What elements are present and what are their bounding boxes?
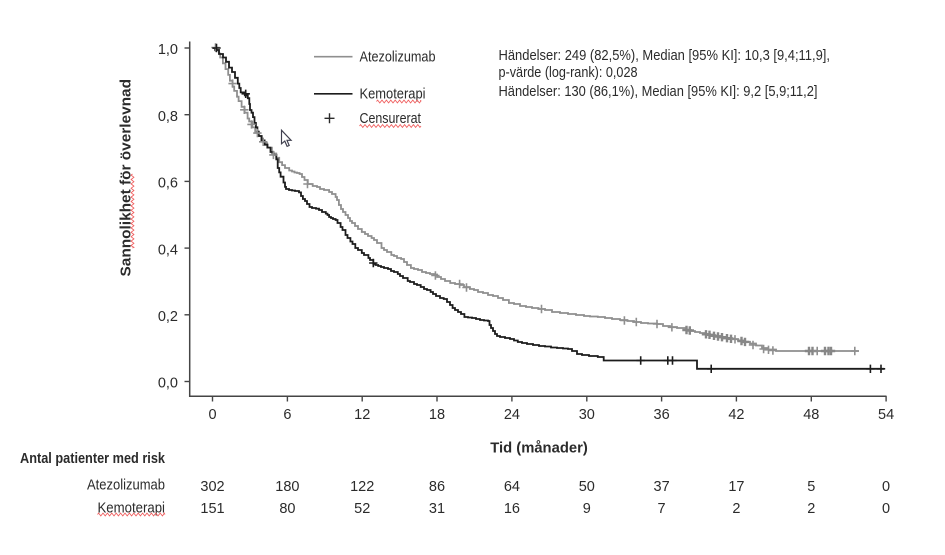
svg-text:52: 52	[354, 501, 370, 517]
svg-text:0,8: 0,8	[158, 109, 178, 125]
svg-text:0,4: 0,4	[158, 242, 178, 258]
svg-text:Sannolikhet för överlevnad: Sannolikhet för överlevnad	[118, 79, 135, 277]
svg-text:302: 302	[200, 479, 224, 495]
svg-text:0: 0	[208, 407, 216, 423]
svg-text:0,0: 0,0	[158, 376, 178, 392]
svg-text:180: 180	[275, 479, 299, 495]
svg-text:7: 7	[658, 501, 666, 517]
svg-text:Händelser: 249 (82,5%), Median: Händelser: 249 (82,5%), Median [95% KI]:…	[499, 48, 831, 64]
svg-text:9: 9	[583, 501, 591, 517]
svg-text:31: 31	[429, 501, 445, 517]
svg-text:37: 37	[654, 479, 670, 495]
svg-text:86: 86	[429, 479, 445, 495]
svg-text:0: 0	[882, 479, 890, 495]
svg-text:2: 2	[732, 501, 740, 517]
svg-text:6: 6	[283, 407, 291, 423]
svg-text:50: 50	[579, 479, 595, 495]
svg-text:0,2: 0,2	[158, 309, 178, 325]
svg-text:48: 48	[803, 407, 819, 423]
svg-text:Censurerat: Censurerat	[360, 110, 422, 127]
svg-text:24: 24	[504, 407, 520, 423]
svg-text:Händelser: 130 (86,1%), Median: Händelser: 130 (86,1%), Median [95% KI]:…	[499, 84, 818, 100]
svg-text:Kemoterapi: Kemoterapi	[360, 86, 426, 103]
svg-text:Antal patienter med risk: Antal patienter med risk	[20, 450, 166, 467]
svg-text:18: 18	[429, 407, 445, 423]
svg-text:16: 16	[504, 501, 520, 517]
svg-text:Tid (månader): Tid (månader)	[490, 440, 588, 457]
svg-text:80: 80	[279, 501, 295, 517]
svg-text:0,6: 0,6	[158, 176, 178, 192]
svg-text:Kemoterapi: Kemoterapi	[98, 500, 166, 517]
svg-text:54: 54	[878, 407, 894, 423]
svg-text:p-värde (log-rank): 0,028: p-värde (log-rank): 0,028	[499, 65, 638, 81]
svg-text:36: 36	[654, 407, 670, 423]
svg-text:5: 5	[807, 479, 815, 495]
svg-text:17: 17	[728, 479, 744, 495]
svg-text:0: 0	[882, 501, 890, 517]
svg-text:42: 42	[728, 407, 744, 423]
svg-text:Atezolizumab: Atezolizumab	[360, 49, 436, 66]
svg-text:122: 122	[350, 479, 374, 495]
svg-text:Atezolizumab: Atezolizumab	[87, 476, 165, 493]
svg-text:64: 64	[504, 479, 520, 495]
svg-text:12: 12	[354, 407, 370, 423]
svg-text:30: 30	[579, 407, 595, 423]
svg-text:2: 2	[807, 501, 815, 517]
svg-text:151: 151	[200, 501, 224, 517]
svg-text:1,0: 1,0	[158, 42, 178, 58]
